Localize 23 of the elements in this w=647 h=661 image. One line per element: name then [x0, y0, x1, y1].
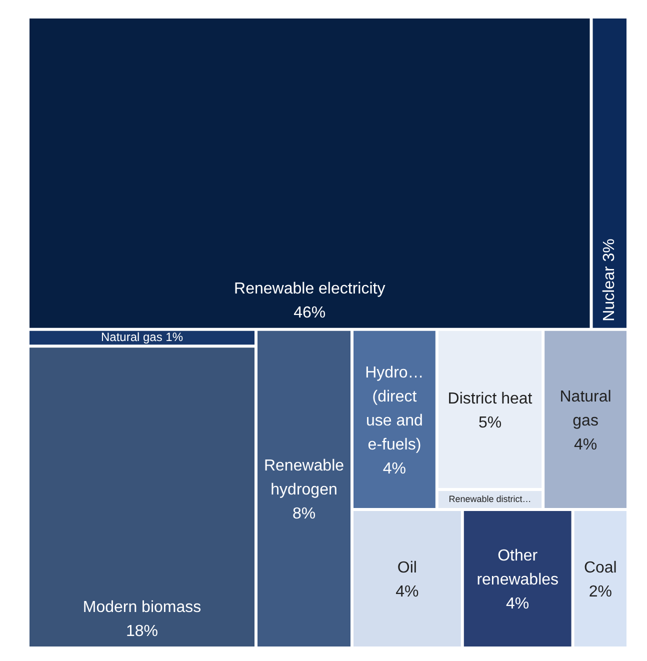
data-label: 4%: [506, 596, 530, 613]
category-label: Renewable electricity: [234, 280, 386, 298]
data-label: 3%: [601, 238, 618, 262]
category-label: Nuclear: [601, 266, 618, 322]
data-label: 5%: [478, 414, 502, 432]
data-label: 4%: [382, 460, 406, 478]
category-label: Other renewables: [476, 548, 559, 589]
data-label: 4%: [574, 436, 598, 454]
category-label: Modern biomass: [82, 599, 202, 616]
category-label: District heat: [448, 390, 533, 408]
data-label: 46%: [294, 304, 326, 322]
category-label: Coal: [584, 560, 617, 577]
category-label: Oil: [397, 560, 417, 577]
data-label: 1%: [166, 330, 184, 344]
data-label: 8%: [292, 506, 316, 523]
category-label: Renewable district…: [448, 494, 532, 504]
category-label: Hydro… (direct use and e-fuels): [365, 364, 424, 454]
data-label: 18%: [126, 623, 158, 640]
data-label: 2%: [588, 584, 612, 601]
category-label: Natural gas: [560, 388, 612, 430]
category-label: Natural gas: [100, 330, 162, 344]
data-label: 4%: [396, 584, 419, 601]
category-label: Renewable hydrogen: [264, 458, 344, 499]
